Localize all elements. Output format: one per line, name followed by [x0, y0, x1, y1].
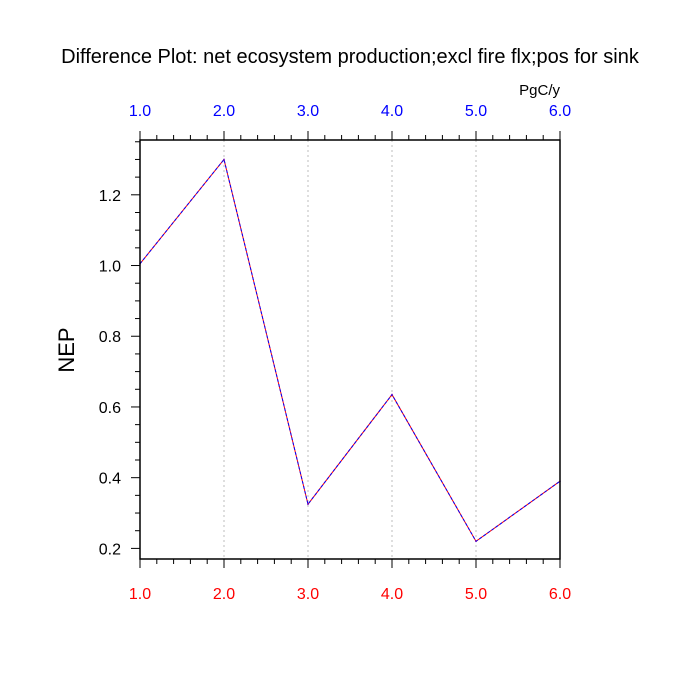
tick-labels: 1.0 2.0 3.0 4.0 5.0 6.0 1.0 2.0 3.0 4.0 5.0 6.0 0.2 0…: [99, 103, 571, 603]
x-tick-label-bottom: 1.0: [129, 586, 151, 603]
x-tick-label-top: 6.0: [549, 103, 571, 120]
x-tick-label-bottom: 5.0: [465, 586, 487, 603]
x-tick-label-bottom: 3.0: [297, 586, 319, 603]
series-layer: [139, 158, 561, 543]
y-tick-label: 1.2: [99, 188, 121, 205]
x-tick-label-top: 5.0: [465, 103, 487, 120]
x-tick-label-top: 3.0: [297, 103, 319, 120]
plot-frame: [139, 139, 561, 560]
y-axis-label: NEP: [54, 327, 79, 372]
data-point: [391, 393, 393, 396]
y-tick-label: 0.4: [99, 471, 121, 488]
data-point: [307, 503, 309, 505]
x-tick-label-top: 2.0: [213, 103, 235, 120]
axis-ticks: [131, 131, 561, 568]
x-tick-label-bottom: 4.0: [381, 586, 403, 603]
x-tick-label-top: 4.0: [381, 103, 403, 120]
series-line: [139, 158, 561, 543]
x-tick-label-bottom: 6.0: [549, 586, 571, 603]
data-point: [475, 540, 477, 543]
y-tick-label: 0.2: [99, 541, 121, 558]
x-tick-label-bottom: 2.0: [213, 586, 235, 603]
series-line-shadow: [139, 158, 561, 543]
chart-title: Difference Plot: net ecosystem productio…: [61, 46, 640, 68]
x-tick-label-top: 1.0: [129, 103, 151, 120]
data-point: [223, 158, 225, 161]
y-tick-label: 1.0: [99, 259, 121, 276]
y-tick-label: 0.8: [99, 329, 121, 346]
y-tick-label: 0.6: [99, 400, 121, 417]
units-label: PgC/y: [519, 82, 560, 99]
grid-lines: [223, 140, 477, 559]
